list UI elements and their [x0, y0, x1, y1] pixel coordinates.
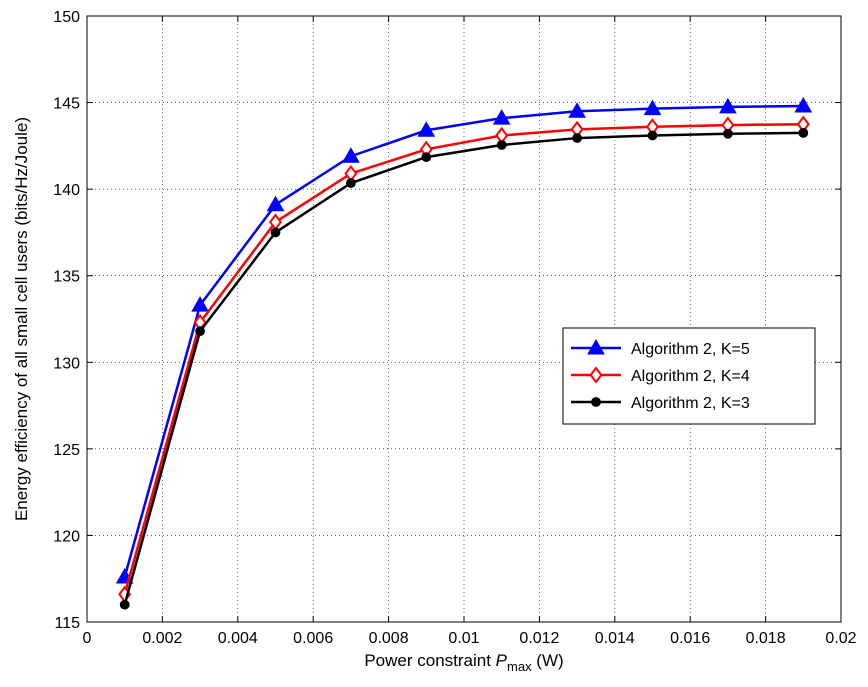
triangle-marker	[643, 99, 662, 116]
circle-marker	[346, 178, 356, 188]
diamond-marker	[589, 366, 603, 384]
x-tick-label: 0.018	[746, 630, 786, 647]
y-tick-label: 125	[53, 442, 80, 459]
circle-marker	[798, 127, 809, 138]
triangle-marker	[417, 121, 436, 137]
circle-marker	[572, 133, 582, 143]
circle-marker	[591, 397, 601, 407]
x-axis-title-var: P	[496, 651, 508, 670]
x-tick-label: 0.014	[595, 630, 635, 647]
series-line	[123, 131, 804, 606]
legend-label: Algorithm 2, K=3	[631, 395, 750, 412]
legend: Algorithm 2, K=5 Algorithm 2, K=4 Algorith…	[562, 327, 816, 425]
legend-label: Algorithm 2, K=4	[631, 368, 750, 385]
x-axis-title-main: Power constraint	[364, 651, 495, 670]
triangle-marker	[342, 147, 360, 163]
circle-marker	[723, 128, 733, 139]
x-tick-label: 0.006	[293, 630, 333, 647]
circle-marker	[496, 140, 507, 150]
x-tick-label: 0.012	[519, 630, 559, 647]
legend-item: Algorithm 2, K=3	[571, 395, 750, 412]
circle-marker	[647, 130, 658, 141]
circle-marker	[195, 326, 206, 337]
series-layer	[115, 97, 813, 610]
x-tick-label: 0.02	[825, 630, 856, 647]
triangle-marker	[587, 338, 605, 355]
triangle-marker	[568, 102, 586, 118]
x-tick-label: 0.01	[448, 630, 479, 647]
y-tick-label: 150	[53, 9, 80, 26]
triangle-marker	[794, 97, 813, 113]
triangle-marker	[719, 97, 737, 114]
triangle-marker	[266, 195, 285, 212]
y-tick-label: 135	[53, 269, 80, 286]
triangle-marker	[492, 109, 511, 125]
series-line	[123, 104, 804, 578]
x-tick-label: 0	[83, 630, 92, 647]
y-tick-label: 145	[53, 96, 80, 113]
x-tick-label: 0.004	[218, 630, 258, 647]
circle-marker	[270, 227, 281, 238]
triangle-marker	[191, 296, 209, 312]
x-axis-title-unit: (W)	[532, 651, 564, 670]
grid	[87, 16, 841, 622]
x-tick-label: 0.016	[670, 630, 710, 647]
series-3	[119, 127, 809, 610]
x-axis-title-sub: max	[507, 659, 532, 674]
y-tick-label: 120	[53, 528, 80, 545]
series-1	[115, 97, 813, 584]
legend-item: Algorithm 2, K=5	[571, 338, 750, 358]
circle-marker	[421, 152, 432, 163]
y-axis-title: Energy efficiency of all small cell user…	[12, 117, 31, 521]
legend-label: Algorithm 2, K=5	[631, 341, 750, 358]
series-line	[123, 122, 804, 595]
x-axis-title: Power constraint Pmax (W)	[364, 651, 563, 674]
x-tick-label: 0.002	[142, 630, 182, 647]
y-tick-label: 115	[54, 615, 80, 632]
y-tick-label: 140	[53, 182, 80, 199]
circle-marker	[119, 599, 130, 610]
legend-item: Algorithm 2, K=4	[571, 366, 750, 385]
axis-ticks: 0 0.002 0.004 0.006 0.008 0.01 0.012 0.014 0.016…	[53, 9, 856, 647]
y-tick-label: 130	[53, 355, 80, 372]
x-tick-label: 0.008	[369, 630, 409, 647]
